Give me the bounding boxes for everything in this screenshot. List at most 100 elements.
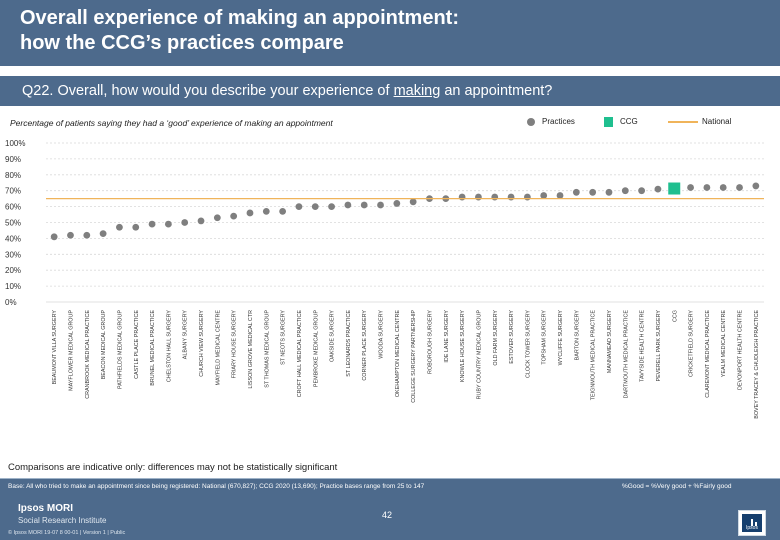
x-tick-label: ST THOMAS MEDICAL GROUP xyxy=(264,310,270,388)
x-tick-label: ESTOVER SURGERY xyxy=(509,310,515,364)
x-tick-label: CROFT HALL MEDICAL PRACTICE xyxy=(297,310,303,398)
practice-point xyxy=(197,217,205,225)
y-tick-label: 60% xyxy=(5,203,21,212)
practice-point xyxy=(213,214,221,222)
practice-point xyxy=(507,193,515,201)
x-tick-label: WOODA SURGERY xyxy=(379,310,385,359)
practice-point xyxy=(67,231,74,239)
practice-point xyxy=(491,193,499,201)
x-tick-label: ST LEONARDS PRACTICE xyxy=(346,310,352,377)
practice-point xyxy=(116,223,123,231)
ipsos-logo-bar-small xyxy=(755,522,757,526)
practice-point xyxy=(475,193,482,201)
x-tick-label: CRANBROOK MEDICAL PRACTICE xyxy=(85,310,91,399)
x-tick-label: ROBOROUGH SURGERY xyxy=(427,310,433,374)
x-tick-label: TEIGNMOUTH MEDICAL PRACTICE xyxy=(591,310,597,401)
x-tick-label: MANNAMEAD SURGERY xyxy=(607,310,613,374)
x-tick-label: OAKSIDE SURGERY xyxy=(330,310,336,362)
ipsos-logo-text: Ipsos xyxy=(746,525,758,531)
practice-point xyxy=(556,192,564,199)
brand-subtitle: Social Research Institute xyxy=(18,516,107,525)
chart-subtitle: Percentage of patients saying they had a… xyxy=(10,118,333,128)
y-tick-label: 80% xyxy=(5,171,21,180)
practice-point xyxy=(687,184,694,191)
x-tick-label: RUBY COUNTRY MEDICAL GROUP xyxy=(476,310,482,400)
practice-point xyxy=(752,182,760,190)
practice-point xyxy=(99,230,107,238)
x-tick-label: DEVONPORT HEALTH CENTRE xyxy=(738,310,744,390)
ccg-bar xyxy=(668,182,681,195)
practice-point xyxy=(589,188,597,196)
y-tick-label: 40% xyxy=(5,234,21,243)
practice-point xyxy=(328,203,335,211)
x-tick-label: BARTON SURGERY xyxy=(574,310,580,361)
practice-point xyxy=(409,198,417,206)
practice-point xyxy=(605,188,613,196)
x-tick-label: TOPSHAM SURGERY xyxy=(542,310,548,365)
y-tick-label: 0% xyxy=(5,298,17,307)
brand-name: Ipsos MORI xyxy=(18,503,74,514)
practice-point xyxy=(246,209,254,217)
x-tick-label: PEMBROKE MEDICAL GROUP xyxy=(313,310,319,387)
practice-point xyxy=(295,203,303,211)
ipsos-logo-mark: Ipsos xyxy=(742,514,762,532)
practice-point xyxy=(230,212,238,220)
x-tick-label: CASTLE PLACE PRACTICE xyxy=(134,310,140,379)
practice-point xyxy=(311,203,319,211)
practice-point xyxy=(654,185,662,193)
x-tick-label: YEALM MEDICAL CENTRE xyxy=(721,310,727,378)
practice-point xyxy=(262,207,270,215)
x-tick-label: DARTMOUTH MEDICAL PRACTICE xyxy=(623,310,629,399)
practice-point xyxy=(83,231,91,239)
question-banner xyxy=(0,76,780,106)
legend-national-label: National xyxy=(702,117,732,126)
legend-practices-swatch xyxy=(527,118,535,126)
x-tick-label: PEVERELL PARK SURGERY xyxy=(656,310,662,382)
x-tick-label: OLD FARM SURGERY xyxy=(493,310,499,366)
x-tick-label: CCG xyxy=(672,310,678,322)
x-tick-label: BOVEY TRACEY & CHUDLEIGH PRACTICE xyxy=(754,310,760,419)
legend-national-swatch xyxy=(668,121,698,123)
legend-ccg-swatch xyxy=(604,117,613,127)
x-tick-label: ALBANY SURGERY xyxy=(183,310,189,360)
footer-band xyxy=(0,479,780,540)
x-tick-label: CHELSTON HALL SURGERY xyxy=(166,310,172,383)
ipsos-logo-bar xyxy=(751,519,753,526)
practice-point xyxy=(360,201,368,209)
practice-point xyxy=(132,223,140,231)
y-tick-label: 70% xyxy=(5,187,21,196)
x-tick-label: BRUNEL MEDICAL PRACTICE xyxy=(150,310,156,386)
practice-point xyxy=(719,184,727,191)
legend-practices-label: Practices xyxy=(542,117,575,126)
practice-point xyxy=(523,193,531,201)
x-tick-label: BEACON MEDICAL GROUP xyxy=(101,310,107,380)
x-tick-label: MAYFIELD MEDICAL CENTRE xyxy=(215,310,221,386)
y-tick-label: 50% xyxy=(5,219,21,228)
practice-point xyxy=(638,187,646,195)
x-tick-label: BEAUMONT VILLA SURGERY xyxy=(52,310,58,385)
legend-ccg-label: CCG xyxy=(620,117,638,126)
x-tick-label: MAYFLOWER MEDICAL GROUP xyxy=(68,310,74,391)
ipsos-logo: Ipsos xyxy=(738,510,766,536)
x-tick-label: ST NEOTS SURGERY xyxy=(281,310,287,365)
practice-point xyxy=(148,220,156,228)
x-tick-label: IDE LANE SURGERY xyxy=(444,310,450,363)
x-tick-label: LISSON GROVE MEDICAL CTR xyxy=(248,310,254,389)
practice-point xyxy=(458,193,466,201)
question-text: Q22. Overall, how would you describe you… xyxy=(22,82,552,100)
x-tick-label: TAVYSIDE HEALTH CENTRE xyxy=(640,310,646,382)
chart-area: 0% 10% 20% 30% 40% 50% 60% 70% 80% 90% 100% BEAUMON… xyxy=(5,139,764,419)
question-prefix: Q22. Overall, how would you describe you… xyxy=(22,83,394,99)
x-tick-label: COLLEGE SURGERY PARTNERSHIP xyxy=(411,310,417,403)
y-tick-label: 20% xyxy=(5,266,21,275)
question-underlined-word: making xyxy=(393,83,441,99)
footer-divider xyxy=(0,478,780,479)
practice-point xyxy=(181,219,189,226)
base-note: Base: All who tried to make an appointme… xyxy=(8,483,425,490)
practice-point xyxy=(540,192,548,199)
title-banner xyxy=(0,0,780,66)
comparison-note: Comparisons are indicative only: differe… xyxy=(8,462,338,473)
y-tick-label: 10% xyxy=(5,282,21,291)
x-tick-label: WYCLIFFE SURGERY xyxy=(558,310,564,366)
x-tick-label: CLOCK TOWER SURGERY xyxy=(525,310,531,378)
